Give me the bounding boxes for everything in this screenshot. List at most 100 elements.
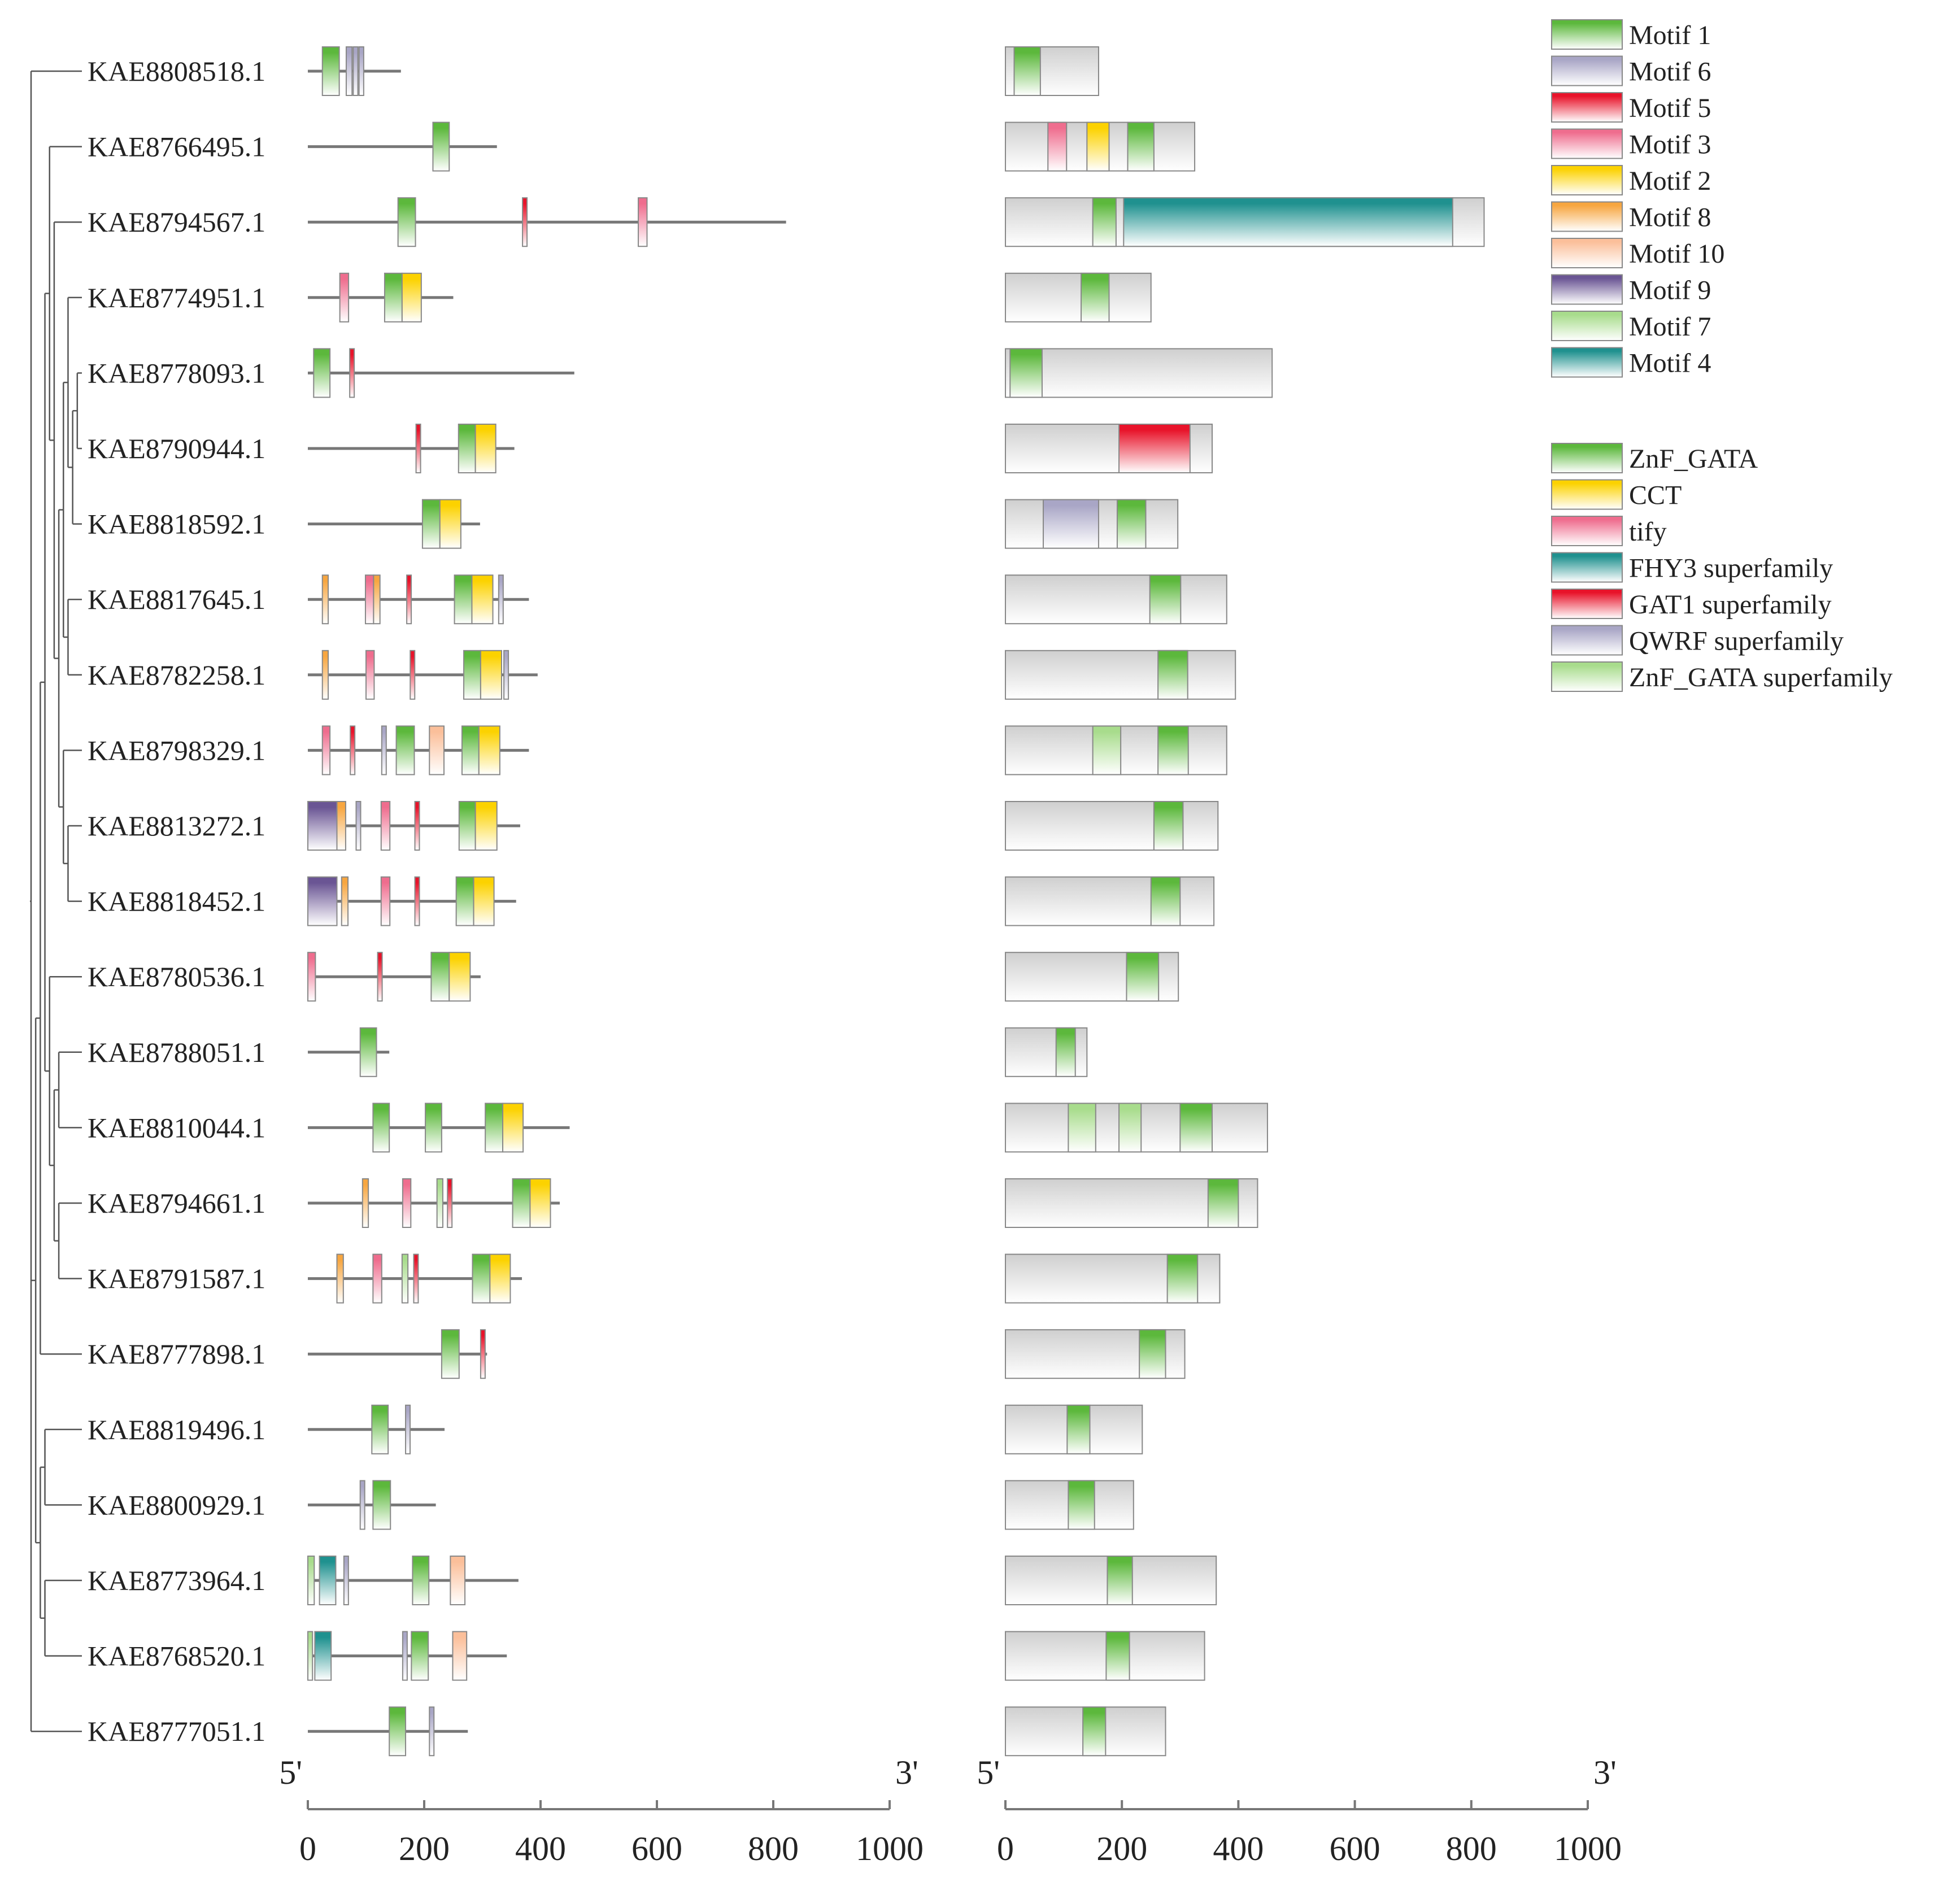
legend-item: Motif 4 [1551, 347, 1711, 378]
motif-box-motif7 [307, 1556, 315, 1605]
gene-label: KAE8817645.1 [88, 583, 265, 615]
gene-label: KAE8810044.1 [88, 1112, 265, 1143]
axis-3prime-label: 3' [895, 1754, 918, 1791]
axis-tick-label: 800 [1446, 1830, 1497, 1867]
legend-item: Motif 6 [1551, 55, 1711, 87]
motif-box-motif2 [471, 574, 494, 625]
protein-bar [1005, 801, 1219, 851]
motif-row [308, 1404, 445, 1454]
gene-label: KAE8778093.1 [88, 357, 265, 389]
axis-tick-label: 1000 [856, 1830, 924, 1867]
motif-box-motif8 [361, 1178, 369, 1228]
motif-box-motif1 [395, 725, 415, 776]
motif-legend: Motif 1 Motif 6 Motif 5 Motif 3 Motif 2 Motif… [1551, 19, 1724, 378]
gene-label: KAE8800929.1 [88, 1489, 265, 1521]
gene-label: KAE8794661.1 [88, 1187, 265, 1219]
domain-panel [1005, 46, 1485, 1757]
protein-bar [1005, 876, 1215, 926]
motif-box-motif2 [474, 801, 498, 851]
motif-row [308, 574, 529, 625]
motif-box-motif8 [373, 574, 381, 625]
motif-box-motif1 [432, 121, 450, 172]
domain-box-ZnF_GATA [1139, 1329, 1166, 1379]
motif-box-motif1 [425, 1103, 442, 1153]
domain-box-tify [1047, 121, 1068, 172]
domain-row [1005, 801, 1219, 851]
gene-label: KAE8798329.1 [88, 734, 265, 766]
motif-box-motif1 [421, 499, 441, 549]
motif-row [307, 952, 481, 1002]
domain-box-GAT1 [1118, 424, 1191, 473]
motif-box-motif1 [359, 1027, 377, 1077]
motif-row [308, 725, 529, 776]
motif-box-motif5 [522, 197, 528, 247]
gene-label: KAE8808518.1 [88, 55, 265, 87]
gene-label: KAE8768520.1 [88, 1640, 265, 1672]
motif-row [308, 348, 574, 398]
motif-box-motif2 [448, 952, 471, 1002]
domain-box-ZnF_GATA [1207, 1178, 1239, 1228]
legend-label: ZnF_GATA [1629, 444, 1758, 474]
legend-item: QWRF superfamily [1551, 625, 1844, 656]
domain-box-ZnF_GATA_sf [1092, 725, 1122, 776]
axis-3prime-label: 3' [1593, 1754, 1617, 1791]
motif-box-motif1 [441, 1329, 460, 1379]
motif-box-motif5 [480, 1329, 486, 1379]
motif-row [308, 1027, 390, 1077]
legend-item: Motif 5 [1551, 92, 1711, 123]
motif-box-motif5 [414, 801, 420, 851]
domain-legend: ZnF_GATA CCT tify FHY3 superfamily GAT1 supe… [1551, 443, 1893, 692]
motif-box-motif3 [380, 801, 391, 851]
legend-swatch-FHY3 [1551, 552, 1623, 583]
legend-item: Motif 1 [1551, 19, 1711, 50]
legend-label: tify [1629, 517, 1667, 547]
motif-row [308, 272, 454, 323]
gene-label: KAE8773964.1 [88, 1565, 265, 1596]
motif-box-motif7 [436, 1178, 443, 1228]
legend-label: ZnF_GATA superfamily [1629, 663, 1893, 692]
gene-label: KAE8774951.1 [88, 282, 265, 313]
gene-label: KAE8813272.1 [88, 810, 265, 842]
motif-box-motif5 [447, 1178, 453, 1228]
legend-item: CCT [1551, 479, 1682, 511]
domain-box-ZnF_GATA [1009, 348, 1043, 398]
legend-label: Motif 2 [1629, 166, 1711, 196]
motif-box-motif6 [358, 46, 364, 96]
axis-tick-label: 600 [631, 1830, 682, 1867]
legend-label: Motif 3 [1629, 130, 1711, 160]
axis-5prime-label: 5' [279, 1754, 302, 1791]
axis-tick-label: 0 [997, 1830, 1014, 1867]
domain-box-ZnF_GATA [1081, 272, 1110, 323]
domain-row [1005, 1706, 1166, 1757]
domain-box-QWRF [1043, 499, 1099, 549]
domain-row [1005, 1178, 1258, 1228]
motif-box-motif5 [406, 574, 412, 625]
motif-box-motif5 [350, 725, 356, 776]
domain-row [1005, 952, 1179, 1002]
domain-box-ZnF_GATA [1126, 952, 1160, 1002]
legend-label: CCT [1629, 481, 1682, 511]
motif-box-motif10 [452, 1631, 468, 1681]
motif-box-motif10 [450, 1556, 466, 1605]
axis-tick-label: 1000 [1554, 1830, 1622, 1867]
legend-swatch-motif7 [1551, 311, 1623, 341]
legend-swatch-motif9 [1551, 274, 1623, 305]
motif-box-motif2 [478, 725, 500, 776]
legend-swatch-motif8 [1551, 201, 1623, 232]
domain-row [1005, 1480, 1134, 1530]
motif-box-motif1 [512, 1178, 531, 1228]
legend-label: QWRF superfamily [1629, 626, 1844, 656]
legend-label: Motif 6 [1629, 57, 1711, 87]
motif-box-motif1 [461, 725, 480, 776]
axis-tick-label: 200 [399, 1830, 450, 1867]
gene-label: KAE8818452.1 [88, 886, 265, 917]
gene-label: KAE8819496.1 [88, 1414, 265, 1445]
motif-box-motif1 [472, 1253, 491, 1304]
legend-swatch-CCT [1551, 479, 1623, 510]
motif-box-motif1 [371, 1404, 389, 1454]
motif-box-motif1 [384, 272, 403, 323]
motif-row [308, 1178, 560, 1228]
motif-row [308, 46, 401, 96]
motif-box-motif5 [415, 424, 421, 473]
